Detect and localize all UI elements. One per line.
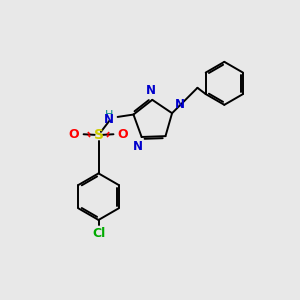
Text: O: O (69, 128, 80, 141)
Text: N: N (146, 84, 156, 97)
Text: Cl: Cl (92, 226, 105, 239)
Text: N: N (103, 113, 113, 126)
Text: N: N (133, 140, 143, 153)
Text: O: O (118, 128, 128, 141)
Text: S: S (94, 128, 103, 142)
Text: N: N (175, 98, 184, 111)
Text: H: H (105, 110, 113, 120)
